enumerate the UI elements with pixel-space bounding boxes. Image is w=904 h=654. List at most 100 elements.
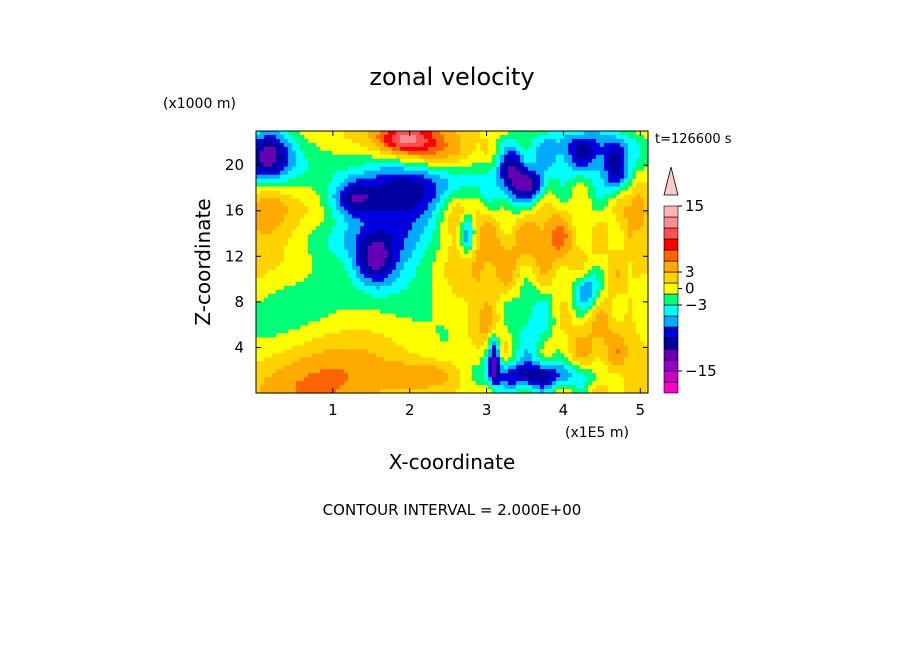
- field-cell: [384, 313, 389, 319]
- field-cell: [588, 186, 593, 192]
- field-cell: [544, 265, 549, 271]
- field-cell: [540, 321, 545, 327]
- field-cell: [536, 297, 541, 303]
- field-cell: [620, 325, 625, 331]
- field-cell: [604, 210, 609, 215]
- field-cell: [580, 281, 585, 287]
- field-cell: [384, 182, 389, 188]
- field-cell: [444, 182, 449, 188]
- field-cell: [472, 178, 477, 184]
- field-cell: [520, 150, 525, 156]
- field-cell: [256, 158, 261, 164]
- field-cell: [344, 170, 349, 176]
- field-cell: [464, 210, 469, 215]
- field-cell: [496, 138, 501, 144]
- field-cell: [400, 321, 405, 327]
- field-cell: [532, 277, 537, 283]
- field-cell: [432, 166, 437, 172]
- field-cell: [616, 313, 621, 319]
- field-cell: [356, 325, 361, 331]
- field-cell: [388, 166, 393, 172]
- field-cell: [260, 262, 265, 267]
- field-cell: [380, 214, 385, 219]
- field-cell: [408, 277, 413, 283]
- field-cell: [496, 222, 501, 227]
- field-cell: [508, 154, 513, 160]
- field-cell: [264, 170, 269, 176]
- field-cell: [620, 186, 625, 192]
- field-cell: [324, 162, 329, 168]
- field-cell: [360, 321, 365, 327]
- field-cell: [268, 325, 273, 331]
- field-cell: [428, 182, 433, 188]
- field-cell: [616, 170, 621, 176]
- field-cell: [416, 262, 421, 267]
- field-cell: [552, 166, 557, 172]
- time-label: t=126600 s: [655, 132, 732, 147]
- field-cell: [644, 194, 649, 200]
- field-cell: [304, 214, 309, 219]
- field-cell: [608, 218, 613, 223]
- field-cell: [344, 226, 349, 231]
- field-cell: [416, 206, 421, 211]
- field-cell: [472, 254, 477, 259]
- field-cell: [488, 166, 493, 172]
- field-cell: [336, 222, 341, 227]
- field-cell: [364, 242, 369, 247]
- field-cell: [364, 285, 369, 291]
- field-cell: [580, 166, 585, 172]
- field-cell: [516, 325, 521, 331]
- field-cell: [416, 234, 421, 239]
- field-cell: [276, 194, 281, 200]
- field-cell: [304, 198, 309, 204]
- field-cell: [520, 234, 525, 239]
- field-cell: [360, 162, 365, 168]
- field-cell: [364, 265, 369, 271]
- field-cell: [480, 269, 485, 275]
- field-cell: [484, 313, 489, 319]
- field-cell: [596, 226, 601, 231]
- field-cell: [520, 222, 525, 227]
- field-cell: [288, 178, 293, 184]
- field-cell: [528, 281, 533, 287]
- field-cell: [344, 206, 349, 211]
- field-cell: [444, 226, 449, 231]
- field-cell: [412, 265, 417, 271]
- field-cell: [308, 158, 313, 164]
- field-cell: [412, 269, 417, 275]
- field-cell: [348, 281, 353, 287]
- field-cell: [564, 293, 569, 299]
- field-cell: [312, 182, 317, 188]
- field-cell: [292, 226, 297, 231]
- field-cell: [296, 134, 301, 140]
- field-cell: [264, 317, 269, 323]
- field-cell: [268, 301, 273, 307]
- field-cell: [256, 142, 261, 148]
- field-cell: [372, 186, 377, 192]
- field-cell: [524, 238, 529, 243]
- field-cell: [292, 234, 297, 239]
- field-cell: [636, 174, 641, 180]
- field-cell: [504, 317, 509, 323]
- field-cell: [436, 317, 441, 323]
- field-cell: [408, 134, 413, 140]
- field-cell: [472, 222, 477, 227]
- field-cell: [496, 281, 501, 287]
- field-cell: [476, 246, 481, 251]
- field-cell: [564, 186, 569, 192]
- field-cell: [272, 289, 277, 295]
- field-cell: [496, 142, 501, 148]
- field-cell: [340, 202, 345, 208]
- field-cell: [284, 214, 289, 219]
- field-cell: [532, 190, 537, 196]
- field-cell: [292, 178, 297, 184]
- field-cell: [476, 329, 481, 335]
- field-cell: [420, 150, 425, 156]
- field-cell: [400, 146, 405, 152]
- field-cell: [372, 170, 377, 176]
- field-cell: [484, 198, 489, 204]
- field-cell: [384, 134, 389, 140]
- field-cell: [384, 138, 389, 144]
- field-cell: [380, 230, 385, 235]
- field-cell: [624, 162, 629, 168]
